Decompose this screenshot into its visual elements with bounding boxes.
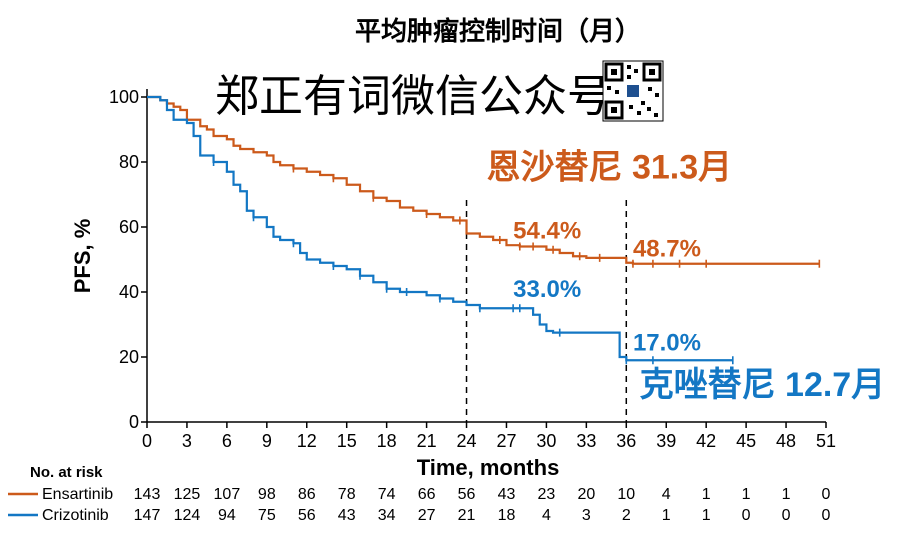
ensartinib-risk-count: 98 bbox=[258, 486, 276, 503]
y-tick-label: 40 bbox=[119, 282, 139, 302]
y-tick-label: 80 bbox=[119, 152, 139, 172]
y-tick-label: 20 bbox=[119, 347, 139, 367]
ensartinib-pfs-annotation: 54.4% bbox=[513, 217, 581, 244]
crizotinib-survival-curve bbox=[147, 95, 733, 362]
y-axis-label: PFS, % bbox=[70, 219, 95, 294]
crizotinib-risk-count: 1 bbox=[662, 507, 671, 524]
crizotinib-risk-count: 0 bbox=[782, 507, 791, 524]
x-tick-label: 42 bbox=[696, 431, 716, 451]
crizotinib-risk-count: 1 bbox=[702, 507, 711, 524]
x-tick-label: 45 bbox=[736, 431, 756, 451]
crizotinib-risk-count: 147 bbox=[134, 507, 161, 524]
ensartinib-risk-count: 66 bbox=[418, 486, 436, 503]
crizotinib-risk-count: 43 bbox=[338, 507, 356, 524]
ensartinib-median-label: 恩沙替尼 31.3月 bbox=[487, 148, 733, 186]
x-tick-label: 18 bbox=[377, 431, 397, 451]
x-tick-label: 12 bbox=[297, 431, 317, 451]
ensartinib-pfs-annotation: 48.7% bbox=[633, 235, 701, 262]
x-tick-label: 6 bbox=[222, 431, 232, 451]
risk-table-title: No. at risk bbox=[30, 464, 103, 481]
x-tick-label: 15 bbox=[337, 431, 357, 451]
crizotinib-pfs-annotation: 17.0% bbox=[633, 330, 701, 357]
crizotinib-risk-count: 124 bbox=[174, 507, 201, 524]
ensartinib-risk-count: 78 bbox=[338, 486, 356, 503]
ensartinib-risk-count: 23 bbox=[538, 486, 556, 503]
crizotinib-risk-count: 4 bbox=[542, 507, 551, 524]
x-tick-label: 33 bbox=[576, 431, 596, 451]
crizotinib-median-label: 克唑替尼 12.7月 bbox=[640, 366, 886, 404]
ensartinib-risk-count: 74 bbox=[378, 486, 396, 503]
x-tick-label: 21 bbox=[417, 431, 437, 451]
x-tick-label: 0 bbox=[142, 431, 152, 451]
ensartinib-risk-count: 4 bbox=[662, 486, 671, 503]
ensartinib-risk-count: 20 bbox=[577, 486, 595, 503]
ensartinib-risk-count: 86 bbox=[298, 486, 316, 503]
x-tick-label: 3 bbox=[182, 431, 192, 451]
x-tick-label: 24 bbox=[457, 431, 477, 451]
chart-title: 平均肿瘤控制时间（月） bbox=[355, 16, 641, 46]
x-tick-label: 30 bbox=[536, 431, 556, 451]
y-tick-label: 0 bbox=[129, 412, 139, 432]
x-tick-label: 27 bbox=[496, 431, 516, 451]
ensartinib-risk-count: 1 bbox=[742, 486, 751, 503]
ensartinib-risk-count: 56 bbox=[458, 486, 476, 503]
ensartinib-risk-count: 1 bbox=[782, 486, 791, 503]
crizotinib-risk-count: 56 bbox=[298, 507, 316, 524]
crizotinib-risk-count: 2 bbox=[622, 507, 631, 524]
y-tick-label: 100 bbox=[109, 87, 139, 107]
crizotinib-risk-count: 27 bbox=[418, 507, 436, 524]
risk-table: No. at risk Ensartinib 143 125 107 98 86 78 74 6… bbox=[8, 464, 831, 524]
ensartinib-risk-count: 43 bbox=[498, 486, 516, 503]
x-tick-label: 48 bbox=[776, 431, 796, 451]
crizotinib-risk-count: 94 bbox=[218, 507, 236, 524]
x-axis-label: Time, months bbox=[417, 455, 560, 480]
ensartinib-risk-count: 1 bbox=[702, 486, 711, 503]
watermark-text: 郑正有词微信公众号 bbox=[215, 72, 611, 121]
crizotinib-risk-count: 18 bbox=[498, 507, 516, 524]
crizotinib-risk-count: 0 bbox=[742, 507, 751, 524]
ensartinib-risk-count: 107 bbox=[214, 486, 241, 503]
ensartinib-risk-count: 10 bbox=[617, 486, 635, 503]
crizotinib-pfs-annotation: 33.0% bbox=[513, 276, 581, 303]
ensartinib-risk-count: 143 bbox=[134, 486, 161, 503]
qr-code-icon bbox=[602, 60, 664, 122]
y-tick-label: 60 bbox=[119, 217, 139, 237]
ensartinib-risk-count: 0 bbox=[822, 486, 831, 503]
x-tick-label: 39 bbox=[656, 431, 676, 451]
x-tick-label: 36 bbox=[616, 431, 636, 451]
crizotinib-risk-count: 3 bbox=[582, 507, 591, 524]
x-tick-label: 51 bbox=[816, 431, 836, 451]
crizotinib-risk-label: Crizotinib bbox=[42, 507, 109, 524]
crizotinib-risk-count: 75 bbox=[258, 507, 276, 524]
ensartinib-risk-label: Ensartinib bbox=[42, 486, 113, 503]
ensartinib-risk-count: 125 bbox=[174, 486, 201, 503]
crizotinib-risk-count: 21 bbox=[458, 507, 476, 524]
crizotinib-risk-count: 0 bbox=[822, 507, 831, 524]
crizotinib-risk-count: 34 bbox=[378, 507, 396, 524]
x-tick-label: 9 bbox=[262, 431, 272, 451]
